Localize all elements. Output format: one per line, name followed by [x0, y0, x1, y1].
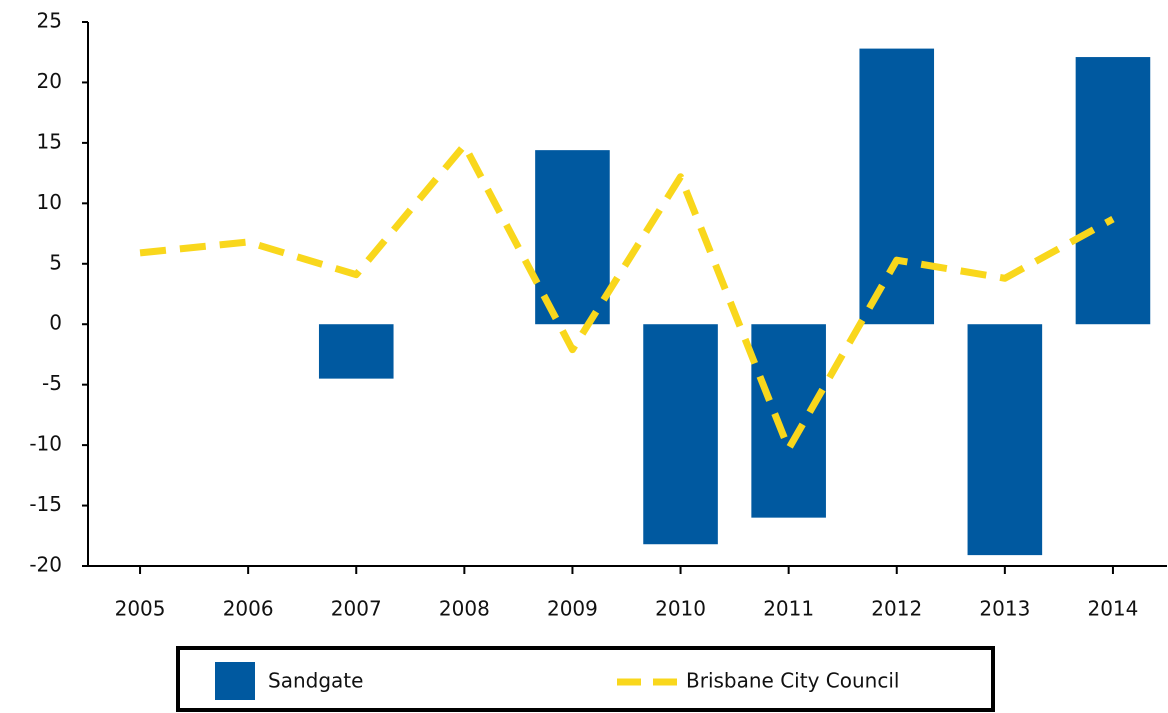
x-tick-label: 2014	[1087, 597, 1138, 621]
x-tick-label: 2008	[439, 597, 490, 621]
y-tick-label: -5	[42, 371, 62, 395]
bar	[751, 324, 826, 518]
x-tick-label: 2007	[331, 597, 382, 621]
bar	[318, 324, 394, 379]
x-tick-label: 2005	[115, 597, 166, 621]
y-tick-label: -20	[29, 553, 62, 577]
legend-label: Brisbane City Council	[686, 669, 899, 693]
bar	[859, 48, 935, 325]
legend-label: Sandgate	[268, 669, 363, 693]
y-tick-label: 10	[37, 190, 62, 214]
bar	[643, 324, 718, 545]
legend-box	[176, 646, 995, 712]
y-tick-label: -15	[29, 492, 62, 516]
x-tick-label: 2010	[655, 597, 706, 621]
bar	[1075, 57, 1151, 325]
x-tick-label: 2006	[223, 597, 274, 621]
x-tick-label: 2009	[547, 597, 598, 621]
y-tick-label: -10	[29, 432, 62, 456]
x-tick-label: 2012	[871, 597, 922, 621]
x-tick-label: 2013	[979, 597, 1030, 621]
y-tick-label: 0	[49, 311, 62, 335]
legend-swatch	[215, 662, 255, 700]
y-tick-label: 20	[37, 69, 62, 93]
x-tick-label: 2011	[763, 597, 814, 621]
y-tick-label: 15	[37, 129, 62, 153]
y-tick-label: 5	[49, 250, 62, 274]
bar	[967, 324, 1043, 556]
y-tick-label: 25	[37, 9, 62, 33]
line	[139, 141, 1115, 453]
